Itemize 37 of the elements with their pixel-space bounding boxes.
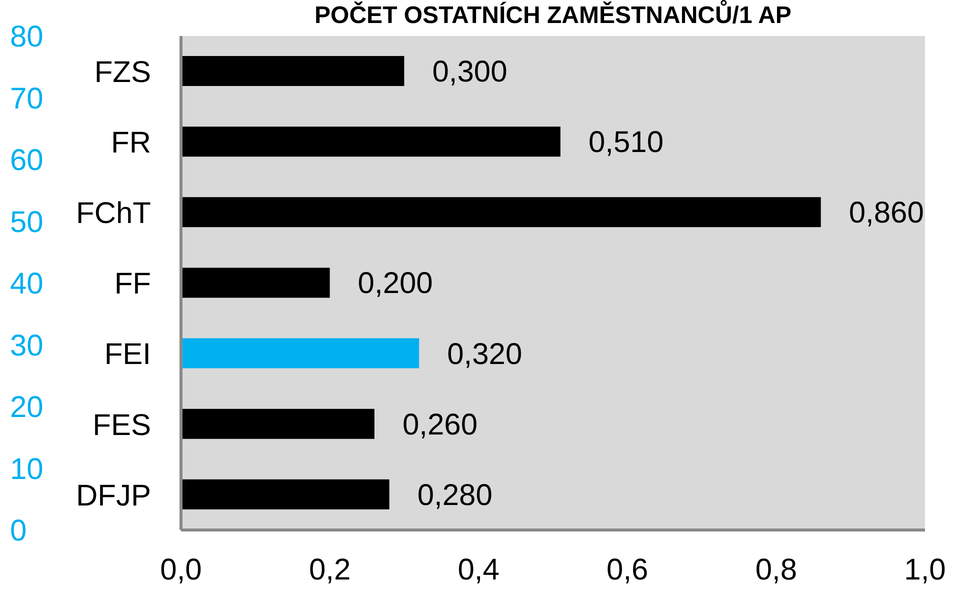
- bar: [181, 408, 374, 439]
- x-tick-label: 1,0: [904, 553, 946, 586]
- y2-tick-label: 50: [10, 206, 44, 239]
- y2-tick-label: 0: [10, 514, 27, 548]
- y2-tick-label: 30: [10, 329, 44, 362]
- x-tick-label: 0,6: [606, 553, 648, 586]
- x-tick-label: 0,2: [308, 553, 351, 586]
- chart-title: POČET OSTATNÍCH ZAMĚSTNANCŮ/1 AP: [314, 2, 792, 30]
- y2-tick-label: 20: [10, 391, 44, 424]
- data-label: 0,300: [432, 56, 508, 88]
- bar: [181, 338, 420, 368]
- data-label: 0,860: [848, 196, 924, 230]
- x-tick-label: 0,4: [458, 553, 500, 586]
- y2-tick-label: 10: [10, 452, 44, 486]
- bar: [181, 268, 330, 298]
- y-tick-label: FES: [92, 408, 151, 442]
- data-label: 0,280: [417, 478, 492, 512]
- data-label: 0,200: [358, 267, 433, 300]
- x-tick-label: 0,0: [160, 553, 202, 586]
- bar: [181, 56, 404, 86]
- data-label: 0,320: [447, 338, 522, 371]
- y2-tick-label: 40: [10, 268, 44, 300]
- y-tick-label: DFJP: [76, 479, 151, 512]
- y-tick-label: FZS: [94, 56, 151, 89]
- y-tick-label: FEI: [104, 338, 151, 372]
- x-tick-label: 0,8: [755, 553, 798, 586]
- bar: [181, 479, 390, 510]
- y2-tick-label: 80: [10, 20, 44, 54]
- y-tick-label: FChT: [76, 197, 151, 230]
- y2-tick-label: 60: [10, 144, 44, 177]
- data-label: 0,260: [402, 408, 478, 442]
- bar: [181, 126, 560, 157]
- bar: [181, 197, 821, 228]
- y-tick-label: FR: [111, 126, 151, 160]
- y-tick-label: FF: [114, 268, 151, 301]
- data-label: 0,510: [588, 126, 664, 160]
- y2-tick-label: 70: [10, 82, 44, 116]
